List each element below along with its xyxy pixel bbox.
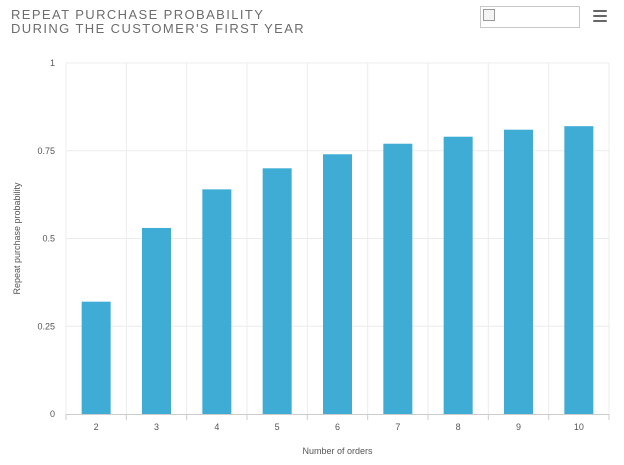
y-tick-label: 0: [50, 409, 55, 419]
x-tick-label: 4: [214, 422, 219, 432]
x-tick-label: 6: [335, 422, 340, 432]
chart-title-line-2: DURING THE CUSTOMER'S FIRST YEAR: [11, 21, 306, 36]
bar[interactable]: [262, 168, 292, 414]
logo-image: [480, 6, 580, 28]
hamburger-menu-icon[interactable]: [592, 10, 608, 24]
x-tick-label: 2: [94, 422, 99, 432]
x-tick-label: 8: [456, 422, 461, 432]
bar-layer: [81, 126, 594, 415]
x-tick-label: 7: [395, 422, 400, 432]
bar[interactable]: [564, 126, 594, 415]
x-tick-label: 3: [154, 422, 159, 432]
bar[interactable]: [142, 227, 171, 414]
chart-title: REPEAT PURCHASE PROBABILITY DURING THE C…: [11, 8, 305, 36]
bar[interactable]: [443, 136, 473, 414]
x-tick-label: 10: [574, 422, 584, 432]
broken-image-icon: [483, 9, 495, 21]
y-tick-label: 0.25: [37, 321, 55, 331]
y-tick-label: 0.75: [37, 146, 55, 156]
axis-layer: 0 0.25 0.5 0.75 1 2 3 4 5 6 7 8 9 10: [37, 58, 610, 432]
bar[interactable]: [504, 129, 533, 414]
x-axis-title: Number of orders: [302, 446, 373, 456]
y-tick-label: 0.5: [42, 234, 55, 244]
x-tick-label: 5: [275, 422, 280, 432]
chart-title-line-1: REPEAT PURCHASE PROBABILITY: [11, 7, 265, 22]
bar[interactable]: [383, 143, 413, 415]
bar[interactable]: [81, 301, 111, 414]
x-tick-label: 9: [516, 422, 521, 432]
bar[interactable]: [323, 154, 352, 414]
y-axis-title: Repeat purchase probability: [12, 182, 22, 295]
y-tick-label: 1: [50, 58, 55, 68]
bar[interactable]: [202, 189, 232, 414]
